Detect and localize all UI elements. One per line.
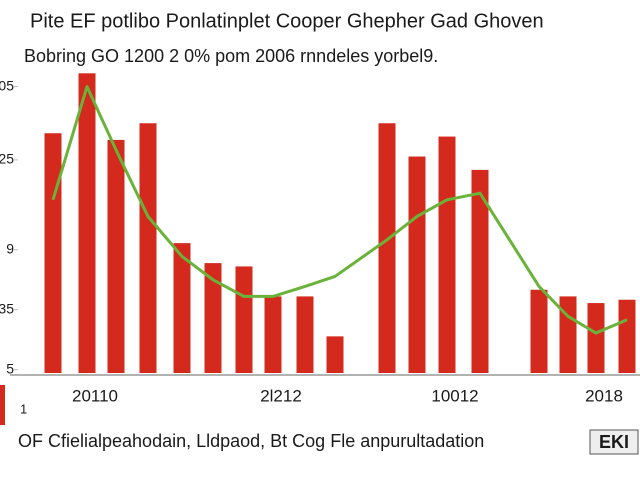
y-tick-label: 35 [0, 300, 14, 316]
bar [408, 156, 426, 373]
bar [618, 299, 636, 373]
bar [378, 123, 396, 373]
chart-subtitle: Bobring GO 1200 2 0% pom 2006 rnndeles y… [24, 46, 438, 66]
bar [139, 123, 157, 373]
y-tick-label: 25 [0, 151, 14, 167]
logo: EKI [599, 432, 629, 452]
x-tick-label: 20110 [72, 386, 118, 405]
x-tick-label: 10012 [431, 386, 478, 405]
side-label: 1 [20, 401, 27, 416]
bar [78, 73, 96, 374]
bar [235, 266, 253, 373]
legend-text: OF Cfielialpeahodain, Lldpaod, Bt Cog Fl… [18, 431, 484, 451]
x-tick-label: 2018 [585, 386, 623, 405]
y-tick-label: 9 [6, 240, 14, 256]
chart-title: Pite EF potlibo Ponlatinplet Cooper Ghep… [30, 10, 544, 32]
bar [530, 289, 548, 373]
bar [44, 133, 62, 373]
bar [204, 263, 222, 373]
bar [326, 336, 344, 373]
bar [264, 296, 282, 373]
trend-line [51, 85, 628, 335]
bar [471, 169, 489, 373]
bar [559, 296, 577, 373]
bar [107, 139, 125, 373]
decor-bar [0, 385, 5, 425]
x-tick-label: 2l212 [260, 386, 302, 405]
y-tick-label: 5 [6, 360, 14, 376]
bar [438, 136, 456, 373]
logo-box [589, 429, 639, 455]
y-tick-label: 05 [0, 77, 14, 93]
bar [587, 303, 605, 373]
bar [173, 243, 191, 373]
bar [296, 296, 314, 373]
